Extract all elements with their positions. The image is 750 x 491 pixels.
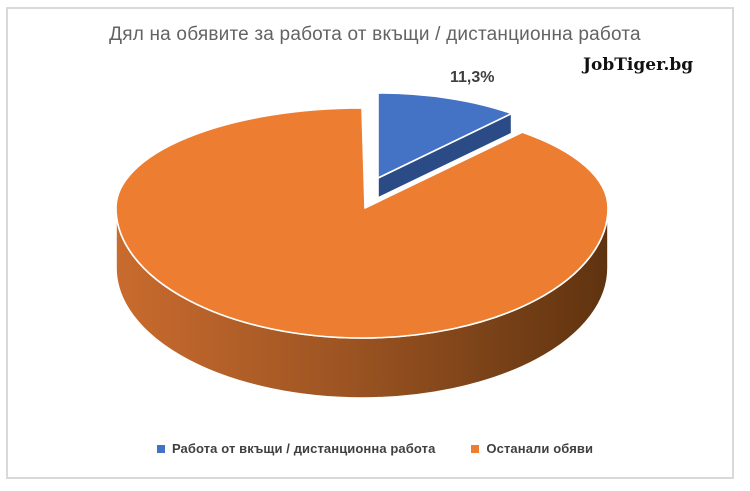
- slice-other-top: [115, 107, 609, 339]
- jobtiger-logo: JobTiger.bg: [583, 55, 694, 75]
- legend-swatch-remote-work: [156, 444, 165, 453]
- legend-item-other: Останали обяви: [471, 441, 593, 456]
- legend-label-remote-work: Работа от вкъщи / дистанционна работа: [171, 441, 436, 456]
- legend-swatch-other: [471, 444, 480, 453]
- slice-remote-work-top: [377, 92, 513, 179]
- legend-item-remote-work: Работа от вкъщи / дистанционна работа: [156, 441, 436, 456]
- legend-label-other: Останали обяви: [486, 441, 594, 456]
- data-label: 11,3%: [450, 69, 495, 86]
- legend: Работа от вкъщи / дистанционна работа Ос…: [0, 441, 750, 456]
- chart-title: Дял на обявите за работа от вкъщи / дист…: [109, 24, 641, 45]
